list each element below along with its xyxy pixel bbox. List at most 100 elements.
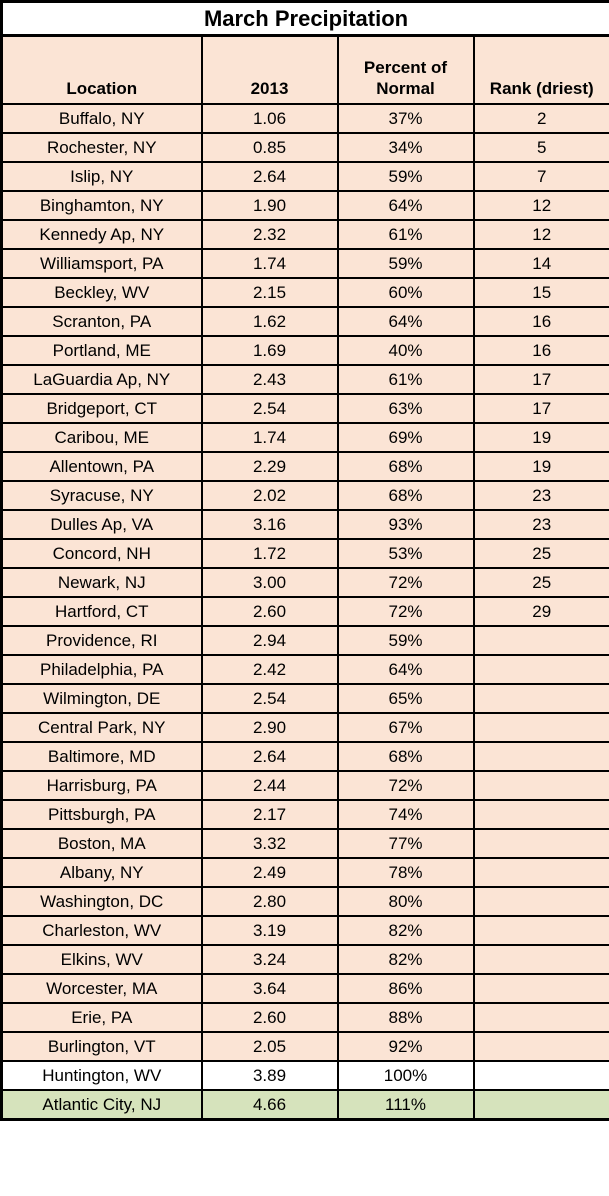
location-cell: Philadelphia, PA bbox=[0, 654, 203, 685]
rank-cell bbox=[472, 915, 609, 946]
percent-normal-cell: 68% bbox=[336, 451, 475, 482]
percent-normal-cell: 53% bbox=[336, 538, 475, 569]
rank-cell bbox=[472, 944, 609, 975]
rank-cell bbox=[472, 654, 609, 685]
location-cell: Rochester, NY bbox=[0, 132, 203, 163]
rank-cell bbox=[472, 741, 609, 772]
table-row: Boston, MA 3.32 77% bbox=[0, 828, 609, 859]
rank-cell bbox=[472, 1089, 609, 1121]
value-2013-cell: 2.90 bbox=[200, 712, 339, 743]
table-row: LaGuardia Ap, NY 2.43 61% 17 bbox=[0, 364, 609, 395]
table-row: Allentown, PA 2.29 68% 19 bbox=[0, 451, 609, 482]
location-cell: Binghamton, NY bbox=[0, 190, 203, 221]
location-cell: Huntington, WV bbox=[0, 1060, 203, 1091]
rank-cell: 14 bbox=[472, 248, 609, 279]
location-cell: Bridgeport, CT bbox=[0, 393, 203, 424]
table-row: Kennedy Ap, NY 2.32 61% 12 bbox=[0, 219, 609, 250]
location-cell: Allentown, PA bbox=[0, 451, 203, 482]
rank-cell: 17 bbox=[472, 393, 609, 424]
value-2013-cell: 1.74 bbox=[200, 422, 339, 453]
location-cell: Providence, RI bbox=[0, 625, 203, 656]
table-row: Newark, NJ 3.00 72% 25 bbox=[0, 567, 609, 598]
value-2013-cell: 2.44 bbox=[200, 770, 339, 801]
rank-cell: 5 bbox=[472, 132, 609, 163]
table-row: Burlington, VT 2.05 92% bbox=[0, 1031, 609, 1062]
table-title-row: March Precipitation bbox=[0, 0, 609, 37]
rank-cell bbox=[472, 973, 609, 1004]
value-2013-cell: 0.85 bbox=[200, 132, 339, 163]
table-row: Pittsburgh, PA 2.17 74% bbox=[0, 799, 609, 830]
value-2013-cell: 2.49 bbox=[200, 857, 339, 888]
location-cell: Washington, DC bbox=[0, 886, 203, 917]
percent-normal-cell: 64% bbox=[336, 306, 475, 337]
rank-cell: 12 bbox=[472, 219, 609, 250]
rank-cell bbox=[472, 712, 609, 743]
percent-normal-cell: 40% bbox=[336, 335, 475, 366]
percent-normal-cell: 63% bbox=[336, 393, 475, 424]
rank-cell bbox=[472, 886, 609, 917]
rank-cell: 12 bbox=[472, 190, 609, 221]
value-2013-cell: 2.94 bbox=[200, 625, 339, 656]
value-2013-cell: 2.80 bbox=[200, 886, 339, 917]
rank-cell bbox=[472, 1031, 609, 1062]
rank-cell: 17 bbox=[472, 364, 609, 395]
value-2013-cell: 2.64 bbox=[200, 741, 339, 772]
rank-cell: 2 bbox=[472, 103, 609, 134]
location-cell: Scranton, PA bbox=[0, 306, 203, 337]
value-2013-cell: 2.02 bbox=[200, 480, 339, 511]
value-2013-cell: 3.89 bbox=[200, 1060, 339, 1091]
location-cell: Wilmington, DE bbox=[0, 683, 203, 714]
percent-normal-cell: 59% bbox=[336, 161, 475, 192]
table-row: Wilmington, DE 2.54 65% bbox=[0, 683, 609, 714]
percent-normal-cell: 67% bbox=[336, 712, 475, 743]
percent-normal-cell: 68% bbox=[336, 480, 475, 511]
table-row: Washington, DC 2.80 80% bbox=[0, 886, 609, 917]
precipitation-table-page: March Precipitation Location 2013 Percen… bbox=[0, 0, 609, 1121]
table-row: Scranton, PA 1.62 64% 16 bbox=[0, 306, 609, 337]
percent-normal-cell: 61% bbox=[336, 364, 475, 395]
percent-normal-cell: 78% bbox=[336, 857, 475, 888]
rank-cell: 16 bbox=[472, 335, 609, 366]
percent-normal-cell: 64% bbox=[336, 190, 475, 221]
percent-normal-cell: 69% bbox=[336, 422, 475, 453]
value-2013-cell: 2.64 bbox=[200, 161, 339, 192]
location-cell: Burlington, VT bbox=[0, 1031, 203, 1062]
percent-normal-cell: 100% bbox=[336, 1060, 475, 1091]
table-row: Albany, NY 2.49 78% bbox=[0, 857, 609, 888]
percent-normal-cell: 74% bbox=[336, 799, 475, 830]
value-2013-cell: 2.42 bbox=[200, 654, 339, 685]
location-cell: Baltimore, MD bbox=[0, 741, 203, 772]
percent-normal-cell: 65% bbox=[336, 683, 475, 714]
column-header-location: Location bbox=[0, 34, 203, 105]
value-2013-cell: 2.17 bbox=[200, 799, 339, 830]
table-row: Rochester, NY 0.85 34% 5 bbox=[0, 132, 609, 163]
percent-normal-cell: 72% bbox=[336, 567, 475, 598]
percent-normal-cell: 82% bbox=[336, 915, 475, 946]
value-2013-cell: 2.54 bbox=[200, 393, 339, 424]
rank-cell bbox=[472, 770, 609, 801]
table-body: Buffalo, NY 1.06 37% 2 Rochester, NY 0.8… bbox=[0, 103, 609, 1121]
percent-normal-cell: 34% bbox=[336, 132, 475, 163]
percent-normal-cell: 80% bbox=[336, 886, 475, 917]
table-row: Concord, NH 1.72 53% 25 bbox=[0, 538, 609, 569]
table-row: Hartford, CT 2.60 72% 29 bbox=[0, 596, 609, 627]
table-row: Beckley, WV 2.15 60% 15 bbox=[0, 277, 609, 308]
table-row: Erie, PA 2.60 88% bbox=[0, 1002, 609, 1033]
percent-normal-cell: 82% bbox=[336, 944, 475, 975]
percent-normal-cell: 93% bbox=[336, 509, 475, 540]
location-cell: Concord, NH bbox=[0, 538, 203, 569]
location-cell: Dulles Ap, VA bbox=[0, 509, 203, 540]
table-row: Atlantic City, NJ 4.66 111% bbox=[0, 1089, 609, 1121]
table-row: Syracuse, NY 2.02 68% 23 bbox=[0, 480, 609, 511]
location-cell: Williamsport, PA bbox=[0, 248, 203, 279]
location-cell: Charleston, WV bbox=[0, 915, 203, 946]
location-cell: Worcester, MA bbox=[0, 973, 203, 1004]
value-2013-cell: 4.66 bbox=[200, 1089, 339, 1121]
value-2013-cell: 2.29 bbox=[200, 451, 339, 482]
percent-normal-cell: 88% bbox=[336, 1002, 475, 1033]
value-2013-cell: 2.05 bbox=[200, 1031, 339, 1062]
location-cell: Pittsburgh, PA bbox=[0, 799, 203, 830]
column-header-2013: 2013 bbox=[200, 34, 339, 105]
rank-cell bbox=[472, 1002, 609, 1033]
value-2013-cell: 2.60 bbox=[200, 1002, 339, 1033]
